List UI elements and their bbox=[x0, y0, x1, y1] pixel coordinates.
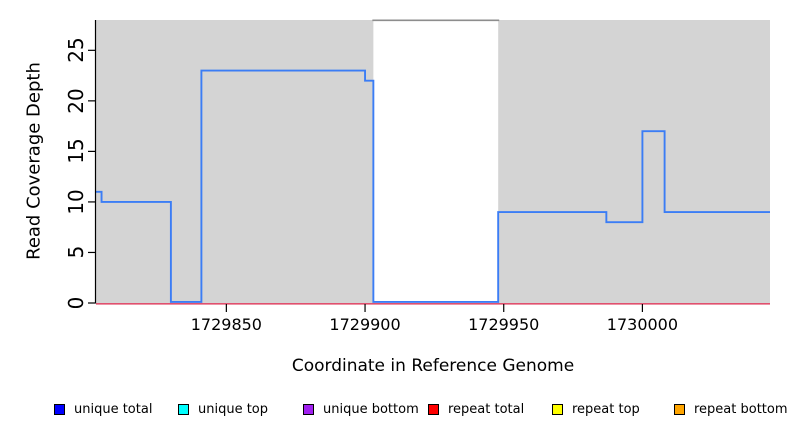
x-tick-label: 1729950 bbox=[468, 315, 540, 334]
legend-swatch-icon bbox=[54, 403, 65, 415]
legend-swatch-icon bbox=[674, 403, 685, 415]
legend-label: repeat total bbox=[448, 401, 525, 417]
uncovered-region bbox=[373, 19, 499, 303]
x-axis-title: Coordinate in Reference Genome bbox=[291, 356, 575, 376]
x-tick-label: 1729850 bbox=[190, 315, 262, 334]
legend-label: repeat top bbox=[572, 401, 640, 417]
legend-swatch-icon bbox=[552, 403, 563, 415]
legend-label: unique total bbox=[74, 401, 153, 417]
legend-item-repeat-total: repeat total bbox=[428, 401, 524, 417]
legend-label: unique bottom bbox=[323, 401, 419, 417]
legend-item-repeat-bottom: repeat bottom bbox=[674, 401, 788, 417]
unique-total-line bbox=[96, 69, 770, 303]
legend-swatch-icon bbox=[303, 403, 314, 415]
x-tick-label: 1729900 bbox=[329, 315, 401, 334]
legend-label: repeat bottom bbox=[694, 401, 788, 417]
legend-item-unique-top: unique top bbox=[178, 401, 268, 417]
legend-swatch-icon bbox=[178, 403, 189, 415]
legend-label: unique top bbox=[198, 401, 269, 417]
x-tick-label: 1730000 bbox=[606, 315, 679, 334]
legend-swatch-icon bbox=[428, 403, 439, 415]
legend-item-unique-total: unique total bbox=[54, 401, 152, 417]
legend-item-unique-bottom: unique bottom bbox=[303, 401, 419, 417]
legend-item-repeat-top: repeat top bbox=[552, 401, 640, 417]
